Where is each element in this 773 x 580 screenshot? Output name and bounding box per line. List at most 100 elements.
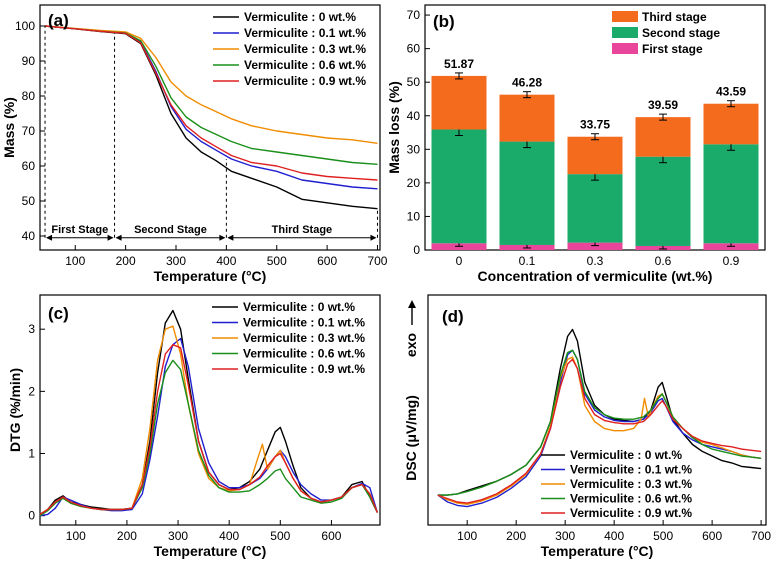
legend-label: Vermiculite : 0 wt.% — [244, 10, 356, 24]
stage-arrow-head — [46, 234, 53, 241]
x-tick-label: 400 — [216, 254, 236, 268]
x-tick-label: 0.6 — [655, 254, 672, 268]
y-tick-label: 30 — [407, 142, 421, 156]
legend-label: Vermiculite : 0.3 wt.% — [244, 42, 366, 56]
y-tick-label: 70 — [22, 124, 36, 138]
legend-label: Vermiculite : 0.3 wt.% — [570, 477, 692, 491]
stage-label: Second Stage — [134, 224, 207, 236]
series-line-3 — [437, 349, 762, 496]
x-axis-label: Temperature (°C) — [541, 543, 654, 559]
series-line-3 — [39, 359, 379, 517]
x-tick-label: 200 — [506, 529, 526, 543]
bar-segment — [499, 141, 555, 245]
plot-frame-c — [39, 294, 381, 526]
bar-segment — [703, 103, 759, 145]
series-line-4 — [39, 344, 379, 515]
y-tick-label: 50 — [407, 75, 421, 89]
y-tick-label: 60 — [407, 42, 421, 56]
panel-label: (c) — [48, 304, 69, 323]
panel-label: (a) — [48, 11, 69, 30]
x-tick-label: 0.1 — [519, 254, 536, 268]
x-tick-label: 200 — [117, 529, 137, 543]
y-axis-label: DSC (μV/mg) — [403, 395, 419, 481]
stage-arrow-head — [370, 234, 377, 241]
x-tick-label: 500 — [653, 529, 673, 543]
exo-label: exo — [403, 333, 419, 357]
y-tick-label: 1 — [28, 447, 35, 461]
legend-label: Second stage — [642, 26, 720, 40]
legend-label: Vermiculite : 0.9 wt.% — [570, 506, 692, 520]
series-line-4 — [437, 358, 762, 504]
x-axis-label: Concentration of vermiculite (wt.%) — [478, 268, 713, 284]
bar-segment — [567, 242, 623, 250]
y-axis-label: DTG (%/min) — [7, 368, 23, 452]
bar-total-label: 43.59 — [716, 85, 746, 99]
x-tick-label: 300 — [555, 529, 575, 543]
legend-label: Vermiculite : 0.9 wt.% — [244, 74, 366, 88]
plot-frame-d — [427, 294, 767, 526]
bar-segment — [567, 136, 623, 175]
legend-label: Vermiculite : 0.1 wt.% — [243, 316, 365, 330]
legend-label: Vermiculite : 0.9 wt.% — [243, 362, 365, 376]
bar-total-label: 51.87 — [444, 57, 474, 71]
stage-arrow-head — [227, 234, 234, 241]
x-tick-label: 100 — [65, 254, 85, 268]
panel-label: (d) — [442, 307, 464, 326]
y-axis-label: Mass loss (%) — [386, 81, 402, 174]
x-tick-label: 400 — [604, 529, 624, 543]
x-tick-label: 300 — [168, 529, 188, 543]
y-tick-label: 2 — [28, 384, 35, 398]
series-line-2 — [437, 356, 762, 505]
x-tick-label: 0 — [456, 254, 463, 268]
exo-arrow-head-icon — [408, 300, 416, 308]
stage-arrow-head — [115, 234, 122, 241]
y-tick-label: 0 — [28, 509, 35, 523]
plot-frame-a — [39, 4, 381, 251]
stage-arrow-head — [219, 234, 226, 241]
legend-label: Vermiculite : 0.6 wt.% — [244, 58, 366, 72]
legend-label: First stage — [642, 42, 703, 56]
bar-segment — [703, 144, 759, 244]
legend-label: Vermiculite : 0.3 wt.% — [243, 331, 365, 345]
x-axis-label: Temperature (°C) — [154, 268, 267, 284]
y-tick-label: 50 — [22, 194, 36, 208]
bar-total-label: 46.28 — [512, 76, 542, 90]
y-tick-label: 0 — [413, 243, 420, 257]
x-tick-label: 100 — [457, 529, 477, 543]
x-tick-label: 600 — [317, 254, 337, 268]
y-tick-label: 70 — [407, 8, 421, 22]
legend-label: Vermiculite : 0.1 wt.% — [244, 26, 366, 40]
x-tick-label: 0.9 — [723, 254, 740, 268]
legend-label: Vermiculite : 0.6 wt.% — [243, 347, 365, 361]
bar-segment — [567, 174, 623, 243]
x-tick-label: 500 — [267, 254, 287, 268]
bar-total-label: 33.75 — [580, 118, 610, 132]
series-line-2 — [44, 25, 378, 144]
x-tick-label: 600 — [321, 529, 341, 543]
legend-label: Third stage — [642, 10, 707, 24]
y-tick-label: 10 — [407, 209, 421, 223]
legend-swatch — [612, 27, 638, 38]
y-tick-label: 20 — [407, 176, 421, 190]
x-tick-label: 400 — [219, 529, 239, 543]
y-tick-label: 60 — [22, 159, 36, 173]
legend-label: Vermiculite : 0 wt.% — [570, 448, 682, 462]
y-tick-label: 100 — [15, 19, 35, 33]
x-tick-label: 0.3 — [587, 254, 604, 268]
series-line-4 — [44, 25, 378, 181]
y-tick-label: 3 — [28, 322, 35, 336]
bar-segment — [635, 117, 691, 157]
legend-swatch — [612, 43, 638, 54]
y-tick-label: 40 — [407, 109, 421, 123]
bar-segment — [635, 156, 691, 246]
x-axis-label: Temperature (°C) — [154, 543, 267, 559]
stage-label: Third Stage — [272, 224, 333, 236]
legend-swatch — [612, 11, 638, 22]
legend-label: Vermiculite : 0 wt.% — [243, 300, 355, 314]
x-tick-label: 500 — [270, 529, 290, 543]
bar-segment — [431, 75, 487, 130]
stage-arrow-head — [107, 234, 114, 241]
bar-total-label: 39.59 — [648, 98, 678, 112]
panel-label: (b) — [433, 12, 455, 31]
stage-label: First Stage — [51, 224, 108, 236]
